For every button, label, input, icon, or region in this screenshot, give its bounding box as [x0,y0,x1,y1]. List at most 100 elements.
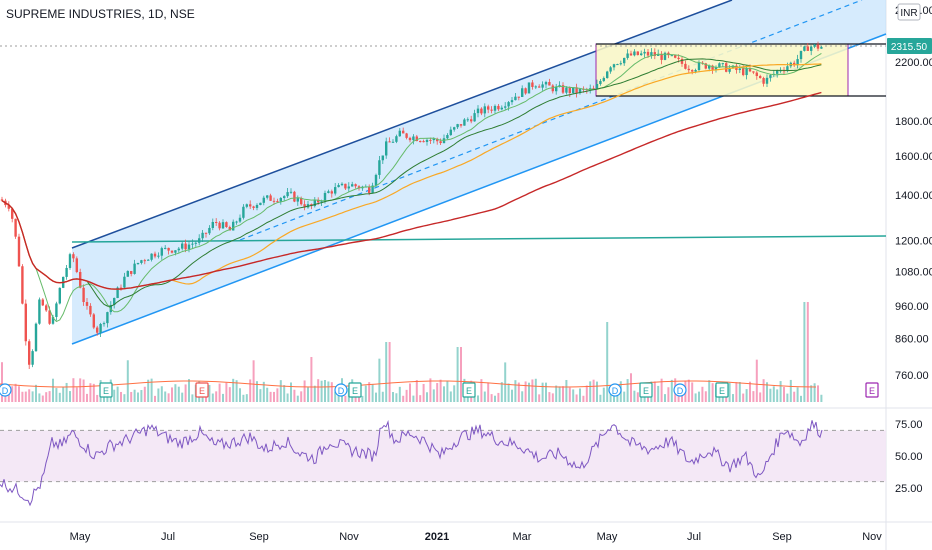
candle-body [555,86,558,92]
volume-bar [35,384,37,402]
candle-body [640,53,643,56]
candle-body [687,68,690,71]
volume-bar [167,393,170,402]
candle-body [208,227,211,234]
time-axis-tick: Jul [687,531,701,543]
volume-bar [157,388,160,402]
candle-body [507,102,510,107]
volume-bar [368,382,371,402]
candle-body [796,59,799,66]
candle-body [422,141,425,143]
volume-bar [422,383,425,402]
candle-body [320,201,323,203]
volume-bar [521,391,524,402]
candle-body [347,186,350,189]
candle-body [130,271,133,274]
candle-body [551,85,554,92]
volume-bar [300,391,303,402]
volume-bar [283,385,286,402]
candle-body [31,351,34,365]
candle-body [548,82,551,86]
volume-bar [548,392,551,402]
candle-body [184,243,187,250]
volume-bar [133,389,136,402]
earnings-marker [462,382,476,398]
volume-bar [116,386,119,402]
candle-body [232,221,235,231]
candle-body [755,72,758,77]
candle-body [374,174,378,186]
volume-bar [402,395,405,402]
candle-body [500,107,503,110]
candle-body [89,305,92,315]
volume-bar [344,395,347,402]
volume-bar [405,389,408,402]
candle-body [731,65,735,68]
volume-bar [96,394,99,402]
candle-body [289,191,293,193]
candle-body [609,67,612,72]
candle-body [663,52,667,60]
candle-body [177,248,180,251]
volume-bar [225,382,228,402]
candle-body [541,84,544,88]
volume-bar [409,383,411,402]
candle-body [11,208,14,219]
candle-body [313,199,316,207]
volume-bar [460,347,462,402]
candle-body [429,139,432,141]
volume-bar [538,394,541,402]
candle-body [198,238,201,243]
volume-bar [18,386,20,402]
candle-body [330,191,333,194]
volume-bar [415,380,418,402]
candle-body [711,65,714,70]
volume-bar [606,322,609,402]
candle-body [215,221,218,223]
candle-body [279,198,282,202]
volume-bar [307,387,309,402]
event-marker-label: E [199,386,205,396]
candle-body [470,119,473,122]
candle-body [820,47,823,49]
candle-body [680,58,684,64]
volume-bar [419,395,422,402]
dividend-marker [673,383,687,397]
candle-body [136,262,140,264]
volume-bar [358,394,360,402]
volume-bar [65,382,68,402]
candle-body [106,312,109,324]
candle-body [653,52,656,56]
candle-body [221,222,225,229]
candle-body [85,302,89,306]
volume-bar [69,391,71,402]
candle-body [388,141,391,143]
volume-bar [293,389,296,402]
candle-body [718,63,721,68]
candle-body [544,82,548,85]
ma-medium-green-line [1,58,822,307]
volume-bar [62,387,65,402]
candle-body [228,227,231,231]
candle-body [490,109,493,111]
candle-body [561,85,565,93]
candle-body [813,44,816,47]
rsi-line [0,419,823,507]
volume-bar [813,383,816,402]
volume-bar [473,395,476,402]
volume-bar [140,390,143,402]
candle-body [211,221,214,228]
volume-bar [14,383,17,402]
volume-bar [616,394,619,402]
candle-body [697,62,701,71]
volume-bar [752,391,755,402]
candle-body [303,204,306,208]
candle-body [147,259,150,261]
volume-bar [75,387,78,402]
volume-bar [789,379,792,402]
candle-body [17,236,21,267]
volume-bar [52,378,54,402]
volume-bar [477,395,479,402]
